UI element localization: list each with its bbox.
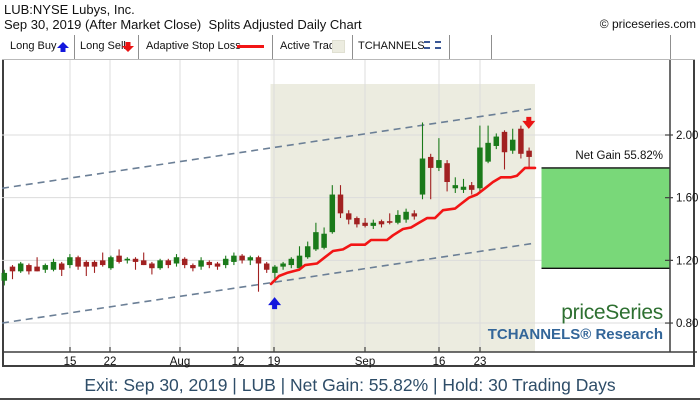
long-sell-arrow-icon <box>121 40 135 58</box>
stop-loss-line-icon <box>237 45 264 48</box>
legend-tchannels-label: TCHANNELS <box>358 40 425 52</box>
tchannels-dashes-icon <box>424 41 441 49</box>
legend-long-buy-label: Long Buy <box>10 40 57 52</box>
legend-adaptive-stop-loss-label: Adaptive Stop Loss <box>146 40 241 52</box>
legend-divider <box>449 35 450 59</box>
tchannels-research-label: TCHANNELS® Research <box>487 326 663 343</box>
chart-subtitle: Sep 30, 2019 (After Market Close) Splits… <box>4 17 362 32</box>
copyright-label: © priceseries.com <box>599 17 696 31</box>
legend-long-sell-label: Long Sell <box>80 40 126 52</box>
legend-divider <box>670 35 671 59</box>
priceseries-logo: priceSeries <box>561 301 663 324</box>
trade-summary-bar: Exit: Sep 30, 2019 | LUB | Net Gain: 55.… <box>0 369 700 400</box>
symbol-title: LUB:NYSE Lubys, Inc. <box>4 2 135 17</box>
legend-divider <box>138 35 139 59</box>
long-buy-arrow-icon <box>56 40 70 58</box>
active-trade-swatch-icon <box>332 40 345 53</box>
legend-divider <box>352 35 353 59</box>
legend-divider <box>491 35 492 59</box>
legend-divider <box>272 35 273 59</box>
net-gain-label: Net Gain 55.82% <box>575 150 663 162</box>
legend-bar <box>2 33 695 60</box>
legend-divider <box>74 35 75 59</box>
legend-active-trade-label: Active Trade <box>280 40 342 52</box>
